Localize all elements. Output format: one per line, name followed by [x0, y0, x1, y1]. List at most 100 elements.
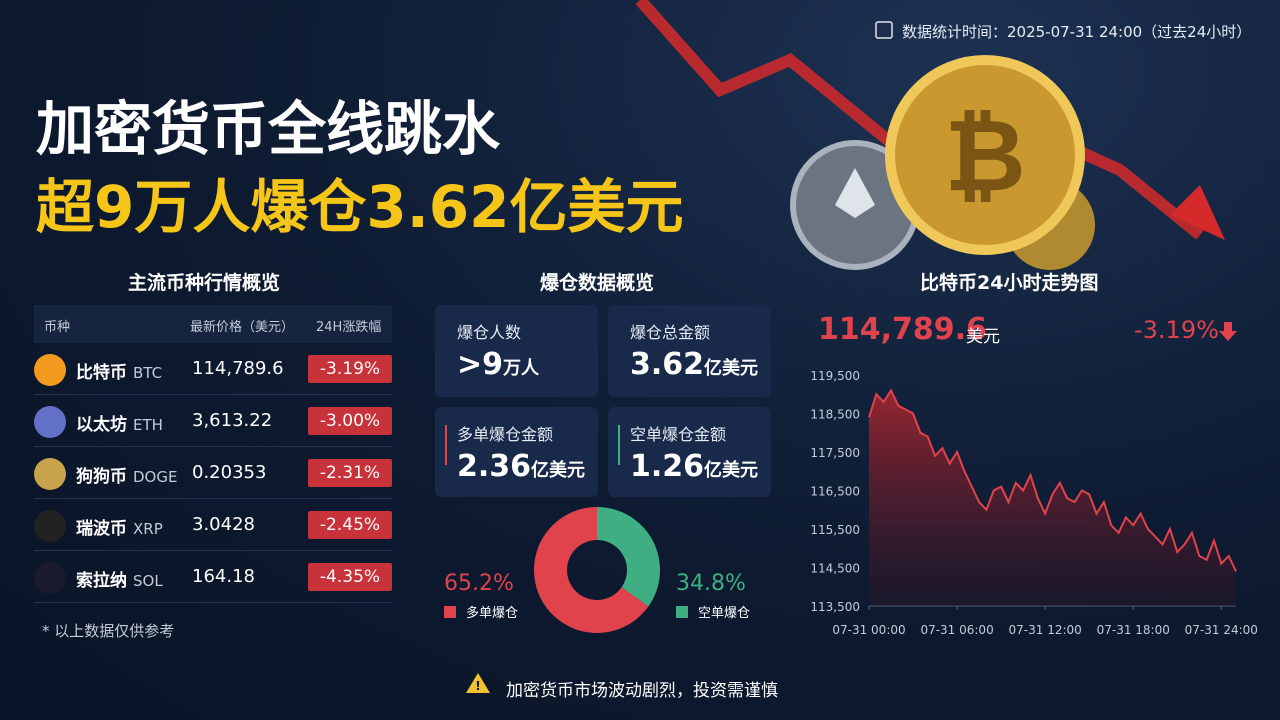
stat-value: 1.26亿美元 — [630, 449, 758, 484]
y-tick-label: 117,500 — [810, 446, 860, 460]
stat-number: 2.36 — [457, 449, 532, 484]
coin-icon — [34, 510, 66, 542]
stat-value: 3.62亿美元 — [630, 347, 758, 382]
stat-unit: 亿美元 — [704, 358, 759, 379]
donut-slice — [534, 507, 649, 634]
x-tick-label: 07-31 00:00 — [832, 623, 905, 637]
note: * 以上数据仅供参考 — [42, 622, 175, 640]
coin-name: 狗狗币 DOGE — [76, 462, 177, 487]
y-tick-label: 115,500 — [810, 523, 860, 537]
coin-name: 比特币 BTC — [76, 358, 162, 383]
coin-icon — [34, 562, 66, 594]
x-tick-label: 07-31 24:00 — [1185, 623, 1258, 637]
coin-price: 0.20353 — [192, 462, 267, 483]
coin-name-text: 狗狗币 — [76, 467, 127, 487]
column-header: 币种 — [44, 320, 71, 335]
stat-number: 3.62 — [630, 347, 705, 382]
coin-symbol: ETH — [133, 416, 163, 434]
svg-text:₿: ₿ — [944, 97, 1026, 214]
stat-value: 2.36亿美元 — [457, 449, 585, 484]
price-line — [868, 388, 1237, 572]
down-arrow — [1219, 322, 1237, 341]
coin-change: -4.35% — [308, 563, 392, 591]
coin-price: 3,613.22 — [192, 410, 273, 431]
stat-label: 爆仓总金额 — [630, 323, 711, 342]
title: 加密货币全线跳水 — [36, 95, 501, 163]
y-tick-label: 114,500 — [810, 562, 860, 576]
card-accent — [445, 425, 447, 465]
legend-label: 多单爆仓 — [466, 605, 518, 621]
card-accent — [618, 425, 620, 465]
y-tick-label: 119,500 — [810, 369, 860, 383]
y-tick-label: 113,500 — [810, 600, 860, 614]
table-row: 瑞波币 XRP 3.0428 -2.45% — [34, 500, 392, 551]
coin-name-text: 比特币 — [76, 363, 127, 383]
legend-swatch — [676, 606, 688, 618]
value-label: 34.8% — [676, 571, 746, 596]
column-header: 最新价格（美元） — [190, 320, 295, 335]
column-header: 24H涨跌幅 — [316, 320, 382, 335]
table-row: 以太坊 ETH 3,613.22 -3.00% — [34, 396, 392, 447]
stat-unit: 万人 — [503, 358, 540, 379]
coin-icon — [34, 458, 66, 490]
coin-price: 3.0428 — [192, 514, 255, 535]
coin-change: -3.19% — [308, 355, 392, 383]
value-label: 65.2% — [444, 571, 514, 596]
stat-number: 1.26 — [630, 449, 705, 484]
legend-swatch — [444, 606, 456, 618]
legend-label: 空单爆仓 — [698, 606, 750, 621]
coin-change: -2.31% — [308, 459, 392, 487]
svg-text:!: ! — [475, 679, 480, 693]
price-unit: 美元 — [966, 327, 1000, 347]
x-tick-label: 07-31 18:00 — [1097, 623, 1170, 637]
x-tick-label: 07-31 06:00 — [920, 623, 993, 637]
coin-symbol: DOGE — [133, 468, 178, 486]
coin-name: 以太坊 ETH — [76, 410, 163, 435]
coin-icon — [34, 406, 66, 438]
subtitle: 超9万人爆仓3.62亿美元 — [36, 173, 684, 241]
area — [869, 390, 1236, 606]
coin-change: -3.00% — [308, 407, 392, 435]
table-row: 狗狗币 DOGE 0.20353 -2.31% — [34, 448, 392, 499]
donut-slice — [597, 507, 660, 607]
stat-label: 空单爆仓金额 — [630, 425, 727, 444]
y-tick-label: 116,500 — [810, 485, 860, 499]
stat-label: 多单爆仓金额 — [457, 425, 554, 444]
stat-label: 爆仓人数 — [457, 323, 522, 342]
section-title: 比特币24小时走势图 — [920, 272, 1099, 294]
y-tick-label: 118,500 — [810, 408, 860, 422]
coin-name-text: 索拉纳 — [76, 571, 127, 591]
coin-symbol: SOL — [133, 572, 163, 590]
stat-unit: 亿美元 — [531, 460, 586, 481]
btc-price: 114,789.6 — [818, 312, 987, 347]
btc-change: -3.19% — [1134, 316, 1219, 344]
stat-card: 空单爆仓金额 1.26亿美元 — [608, 407, 771, 497]
stat-card: 多单爆仓金额 2.36亿美元 — [435, 407, 598, 497]
coin-name-text: 瑞波币 — [76, 519, 127, 539]
warning: 加密货币市场波动剧烈，投资需谨慎 — [506, 681, 778, 701]
coin-icon — [34, 354, 66, 386]
coin-name: 瑞波币 XRP — [76, 514, 163, 539]
x-tick-label: 07-31 12:00 — [1009, 623, 1082, 637]
coin-symbol: BTC — [133, 364, 163, 382]
coin-price: 114,789.6 — [192, 358, 284, 379]
stat-card: 爆仓人数 >9万人 — [435, 305, 598, 397]
table-row: 索拉纳 SOL 164.18 -4.35% — [34, 552, 392, 603]
stat-number: >9 — [457, 347, 504, 382]
section-title: 爆仓数据概览 — [540, 272, 655, 294]
coin-name-text: 以太坊 — [76, 415, 127, 435]
coin-symbol: XRP — [133, 520, 163, 538]
coin-change: -2.45% — [308, 511, 392, 539]
stat-value: >9万人 — [457, 347, 539, 382]
table-header — [34, 305, 392, 343]
coin-name: 索拉纳 SOL — [76, 566, 163, 591]
timestamp: 数据统计时间：2025-07-31 24:00（过去24小时） — [902, 23, 1252, 41]
section-title: 主流币种行情概览 — [128, 272, 281, 294]
stat-card: 爆仓总金额 3.62亿美元 — [608, 305, 771, 397]
stat-unit: 亿美元 — [704, 460, 759, 481]
table-row: 比特币 BTC 114,789.6 -3.19% — [34, 344, 392, 395]
coin-price: 164.18 — [192, 566, 255, 587]
